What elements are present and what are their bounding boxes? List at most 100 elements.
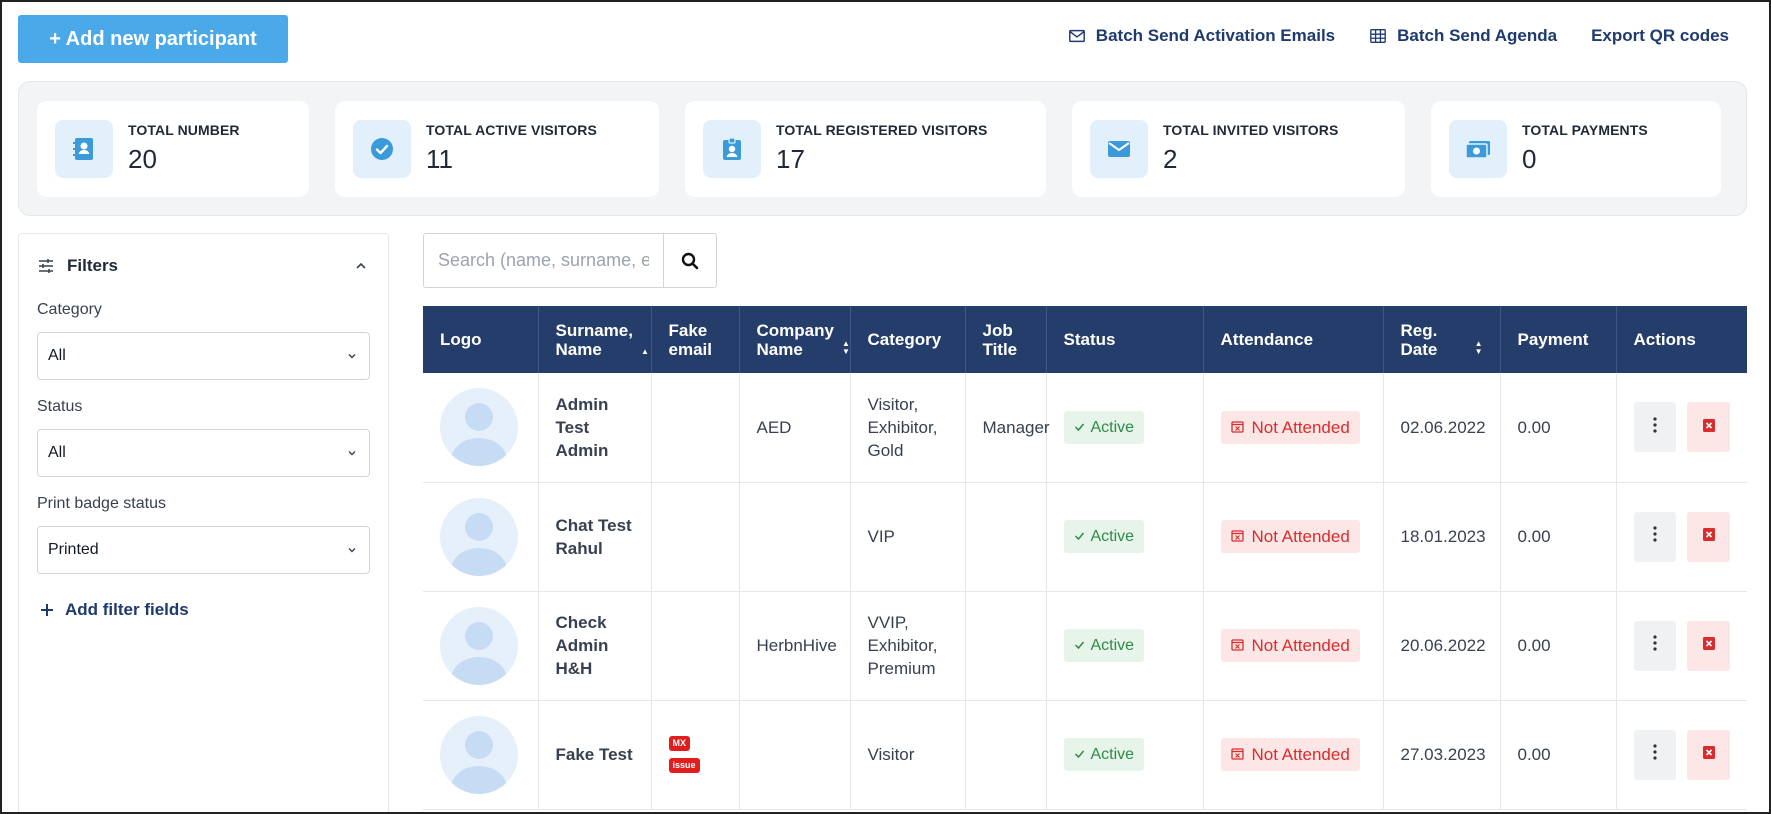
- company-name: AED: [739, 373, 851, 483]
- print-badge-value: Printed: [48, 541, 99, 558]
- export-qr-label: Export QR codes: [1591, 26, 1729, 45]
- col-reg-date[interactable]: Reg. Date ▲ ▼: [1383, 306, 1501, 373]
- sort-both-icon: ▲ ▼: [1474, 338, 1483, 356]
- add-filter-fields-button[interactable]: Add filter fields: [39, 600, 189, 620]
- reg-date: 18.01.2023: [1383, 482, 1501, 592]
- search-box: [423, 233, 717, 288]
- category-value: All: [48, 347, 66, 364]
- category-value: Visitor: [850, 700, 966, 810]
- category-label: Category: [37, 301, 102, 318]
- print-badge-select[interactable]: Printed: [37, 526, 370, 574]
- stats-panel: TOTAL NUMBER 20 TOTAL ACTIVE VISITORS 11…: [18, 81, 1747, 216]
- avatar: [440, 606, 518, 685]
- table-row[interactable]: Fake Test MX issue Visitor Active Not Attende…: [423, 700, 1747, 810]
- col-payment: Payment: [1500, 306, 1617, 373]
- stat-value: 20: [128, 144, 157, 174]
- status-badge: Active: [1063, 738, 1145, 771]
- check-icon: [1074, 634, 1085, 657]
- chevron-down-icon: [348, 354, 356, 359]
- stat-registered-visitors: TOTAL REGISTERED VISITORS 17: [685, 100, 1046, 197]
- attendance-badge: Not Attended: [1220, 410, 1360, 444]
- filters-header[interactable]: Filters: [37, 256, 368, 276]
- table-row[interactable]: Check Admin H&H HerbnHive VVIP, Exhibitor,…: [423, 591, 1747, 701]
- category-select[interactable]: All: [37, 332, 370, 380]
- delete-button[interactable]: [1687, 511, 1730, 562]
- payment-value: 0.00: [1500, 373, 1617, 483]
- delete-button[interactable]: [1687, 402, 1730, 453]
- chevron-up-icon[interactable]: [354, 259, 368, 273]
- company-name: [739, 482, 851, 592]
- col-fake-email: Fake email: [651, 306, 740, 373]
- reg-date: 02.06.2022: [1383, 373, 1501, 483]
- add-participant-button[interactable]: + Add new participant: [18, 15, 288, 63]
- table-row[interactable]: Chat Test Rahul VIP Active Not Attended 18.0…: [423, 482, 1747, 592]
- chevron-down-icon: [348, 548, 356, 553]
- delete-icon: [1702, 525, 1716, 548]
- more-actions-button[interactable]: [1633, 620, 1677, 671]
- more-actions-button[interactable]: [1633, 402, 1677, 453]
- job-title: [965, 700, 1047, 810]
- delete-button[interactable]: [1687, 729, 1730, 780]
- add-filter-label: Add filter fields: [65, 600, 189, 619]
- table-row[interactable]: Admin Test Admin AED Visitor, Exhibitor, G…: [423, 373, 1747, 483]
- batch-actions: Batch Send Activation Emails Batch Send …: [1068, 26, 1729, 46]
- search-input[interactable]: [424, 234, 663, 287]
- search-icon: [681, 252, 699, 269]
- sliders-icon: [39, 259, 53, 273]
- participant-name[interactable]: Chat Test Rahul: [538, 482, 652, 592]
- col-name[interactable]: Surname, Name ▲: [538, 306, 652, 373]
- stat-active-visitors: TOTAL ACTIVE VISITORS 11: [335, 100, 659, 197]
- check-icon: [1074, 525, 1085, 548]
- participant-name[interactable]: Admin Test Admin: [538, 373, 652, 483]
- fake-email-cell: [651, 591, 740, 701]
- participants-table: Logo Surname, Name ▲ Fake email Company N…: [423, 306, 1747, 810]
- filters-panel: Filters Category All Status All Print ba…: [18, 233, 389, 812]
- mail-icon: [1090, 119, 1148, 178]
- col-company[interactable]: Company Name ▲ ▼: [739, 306, 851, 373]
- more-vertical-icon: [1653, 416, 1657, 439]
- more-actions-button[interactable]: [1633, 729, 1677, 780]
- stat-label: TOTAL INVITED VISITORS: [1163, 122, 1339, 138]
- batch-agenda-link[interactable]: Batch Send Agenda: [1369, 26, 1557, 46]
- mail-icon: [1068, 29, 1085, 43]
- stat-invited-visitors: TOTAL INVITED VISITORS 2: [1072, 100, 1405, 197]
- filters-title: Filters: [67, 256, 119, 275]
- export-qr-link[interactable]: Export QR codes: [1591, 26, 1729, 46]
- payment-value: 0.00: [1500, 482, 1617, 592]
- chevron-down-icon: [348, 451, 356, 456]
- stat-label: TOTAL ACTIVE VISITORS: [426, 122, 597, 138]
- job-title: Manager: [965, 373, 1050, 483]
- print-badge-label: Print badge status: [37, 495, 166, 512]
- participant-name[interactable]: Fake Test: [538, 700, 652, 810]
- plus-icon: [41, 604, 53, 616]
- attendance-badge: Not Attended: [1220, 738, 1360, 771]
- reg-date: 27.03.2023: [1383, 700, 1501, 810]
- calendar-x-icon: [1230, 416, 1244, 439]
- col-attendance: Attendance: [1203, 306, 1384, 373]
- category-value: VIP: [850, 482, 966, 592]
- more-actions-button[interactable]: [1633, 511, 1677, 562]
- status-select[interactable]: All: [37, 429, 370, 477]
- avatar: [440, 715, 518, 794]
- stat-value: 2: [1163, 144, 1178, 174]
- status-badge: Active: [1063, 520, 1145, 553]
- col-job-title: Job Title: [965, 306, 1047, 373]
- stat-value: 11: [426, 144, 453, 174]
- participant-name[interactable]: Check Admin H&H: [538, 591, 652, 701]
- company-name: [739, 700, 851, 810]
- payment-value: 0.00: [1500, 700, 1617, 810]
- batch-activation-label: Batch Send Activation Emails: [1095, 26, 1336, 45]
- status-badge: Active: [1063, 629, 1145, 662]
- check-circle-icon: [353, 119, 411, 178]
- sort-asc-icon: ▲: [640, 346, 649, 356]
- batch-activation-link[interactable]: Batch Send Activation Emails: [1068, 26, 1335, 46]
- col-status: Status: [1046, 306, 1204, 373]
- more-vertical-icon: [1653, 634, 1657, 657]
- search-button[interactable]: [663, 234, 716, 287]
- status-label: Status: [37, 398, 83, 415]
- delete-button[interactable]: [1687, 620, 1730, 671]
- stat-label: TOTAL NUMBER: [128, 122, 240, 138]
- attendance-badge: Not Attended: [1220, 629, 1360, 662]
- category-value: Visitor, Exhibitor, Gold: [850, 373, 966, 483]
- add-participant-label: + Add new participant: [49, 27, 257, 50]
